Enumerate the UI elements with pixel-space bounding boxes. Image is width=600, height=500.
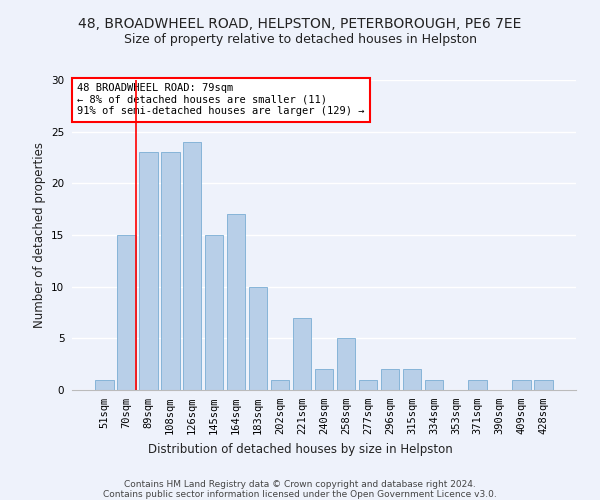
Bar [249,286,268,390]
Text: Contains HM Land Registry data © Crown copyright and database right 2024.
Contai: Contains HM Land Registry data © Crown c… [103,480,497,500]
Bar [512,380,531,390]
Text: 48 BROADWHEEL ROAD: 79sqm
← 8% of detached houses are smaller (11)
91% of semi-d: 48 BROADWHEEL ROAD: 79sqm ← 8% of detach… [77,83,365,116]
Bar [425,380,443,390]
Bar [380,370,399,390]
Y-axis label: Number of detached properties: Number of detached properties [32,142,46,328]
Text: Distribution of detached houses by size in Helpston: Distribution of detached houses by size … [148,442,452,456]
Text: 48, BROADWHEEL ROAD, HELPSTON, PETERBOROUGH, PE6 7EE: 48, BROADWHEEL ROAD, HELPSTON, PETERBORO… [79,18,521,32]
Bar [337,338,355,390]
Bar [183,142,202,390]
Bar [359,380,377,390]
Bar [293,318,311,390]
Bar [227,214,245,390]
Bar [314,370,334,390]
Bar [117,235,136,390]
Bar [403,370,421,390]
Bar [161,152,179,390]
Bar [469,380,487,390]
Bar [535,380,553,390]
Bar [205,235,223,390]
Bar [271,380,289,390]
Text: Size of property relative to detached houses in Helpston: Size of property relative to detached ho… [124,32,476,46]
Bar [95,380,113,390]
Bar [139,152,158,390]
